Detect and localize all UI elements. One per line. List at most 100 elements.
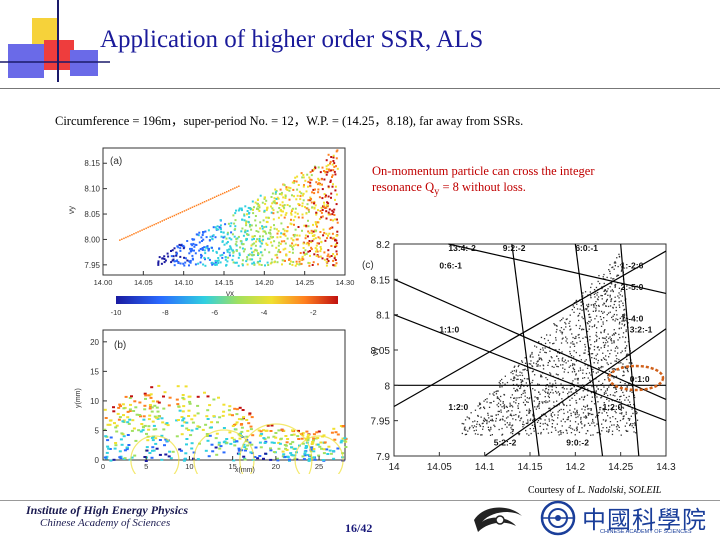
x-tick-label: 14.05 <box>134 278 153 287</box>
tune-point <box>609 296 611 298</box>
tune-point <box>524 390 526 392</box>
map-cell <box>215 432 219 435</box>
tune-point <box>265 216 268 219</box>
tune-point <box>194 263 197 266</box>
tune-point <box>608 386 610 388</box>
tune-point <box>293 223 295 226</box>
map-cell <box>155 406 159 409</box>
tune-point <box>606 430 608 432</box>
tune-point <box>245 220 248 223</box>
tune-point <box>129 234 131 237</box>
tune-point <box>334 198 336 201</box>
tune-point <box>569 350 571 353</box>
tune-point <box>620 395 622 397</box>
tune-point <box>513 414 515 416</box>
tune-point <box>624 425 626 427</box>
tune-point <box>290 213 293 216</box>
tune-point <box>229 245 232 248</box>
tune-point <box>573 345 576 347</box>
tune-point <box>289 222 292 225</box>
map-cell <box>319 441 323 444</box>
tune-point <box>201 248 204 251</box>
tune-point <box>243 213 246 216</box>
colorbar-tick-label: -2 <box>310 308 317 317</box>
tune-point <box>314 221 317 224</box>
tune-point <box>604 406 606 408</box>
tune-point <box>504 423 506 426</box>
cas-logo-icon <box>540 500 576 536</box>
tune-point <box>212 249 214 252</box>
resonance-label: 0:6:-1 <box>439 261 462 271</box>
tune-point <box>563 328 565 331</box>
tune-point <box>248 225 251 228</box>
tune-point <box>609 353 611 355</box>
tune-point <box>578 319 580 322</box>
tune-point <box>540 433 542 435</box>
tune-point <box>592 413 594 416</box>
tune-point <box>506 381 509 384</box>
tune-point <box>261 227 264 230</box>
tune-point <box>486 398 488 400</box>
tune-point <box>603 303 606 305</box>
tune-point <box>623 313 626 315</box>
tune-point <box>205 200 208 202</box>
resonance-label: 1:2:0 <box>603 402 623 412</box>
tune-point <box>240 230 243 233</box>
tune-point <box>572 305 574 307</box>
tune-point <box>561 358 563 360</box>
tune-point <box>622 314 624 316</box>
tune-point <box>335 203 338 206</box>
tune-point <box>275 198 278 200</box>
tune-point <box>521 374 524 377</box>
map-cell <box>134 439 138 442</box>
tune-point <box>485 419 487 422</box>
tune-point <box>521 379 523 381</box>
tune-point <box>315 248 318 251</box>
tune-point <box>608 269 610 271</box>
tune-point <box>595 390 597 392</box>
tune-point <box>559 329 561 332</box>
map-cell <box>104 435 108 438</box>
map-cell <box>306 435 310 438</box>
tune-point <box>596 294 598 296</box>
tune-point <box>319 210 322 212</box>
map-cell <box>157 401 161 404</box>
tune-point <box>592 371 594 373</box>
map-cell <box>214 437 218 440</box>
tune-point <box>298 257 301 260</box>
tune-point <box>585 417 587 419</box>
map-cell <box>152 424 156 427</box>
tune-point <box>545 391 547 394</box>
map-cell <box>140 423 144 425</box>
tune-point <box>258 263 261 266</box>
tune-point <box>325 232 328 235</box>
tune-point <box>307 208 310 211</box>
map-cell <box>184 385 188 388</box>
tune-point <box>567 411 569 413</box>
tune-point <box>618 301 620 303</box>
tune-point <box>274 192 277 195</box>
tune-point <box>631 408 633 410</box>
tune-point <box>188 252 191 255</box>
tune-point <box>237 264 240 267</box>
tune-point <box>609 426 611 428</box>
tune-point <box>119 239 121 241</box>
map-cell <box>336 447 340 450</box>
map-cell <box>133 454 137 457</box>
tune-point <box>296 238 299 241</box>
tune-point <box>627 353 629 355</box>
tune-point <box>602 352 604 354</box>
tune-point <box>561 338 563 340</box>
tune-point <box>591 283 593 285</box>
map-cell <box>118 403 122 406</box>
tune-point <box>588 408 590 410</box>
tune-point <box>291 246 294 249</box>
tune-point <box>266 206 269 209</box>
tune-point <box>317 255 320 258</box>
tune-point <box>321 166 324 169</box>
tune-point <box>332 259 335 262</box>
tune-point <box>569 320 571 323</box>
tune-point <box>490 426 492 429</box>
tune-point <box>335 157 338 160</box>
